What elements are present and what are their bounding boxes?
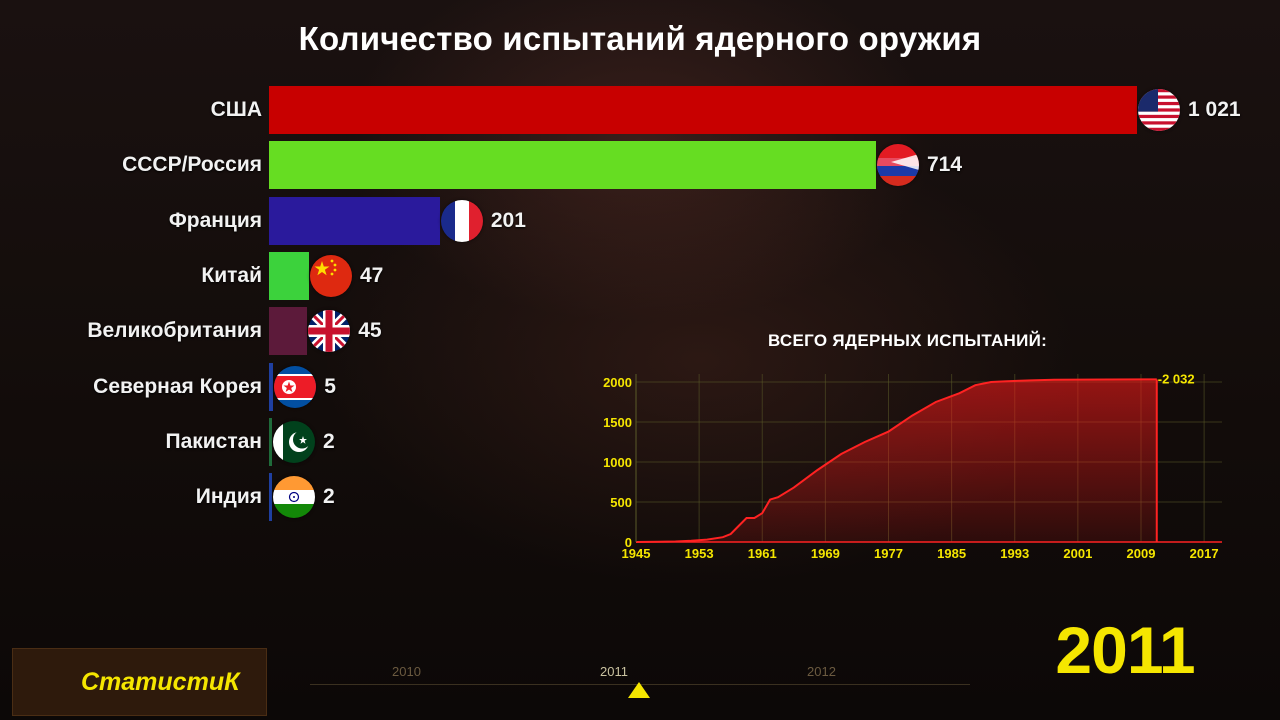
- brand-name: СтатистиК: [81, 668, 240, 696]
- cumulative-line: [635, 378, 1157, 543]
- y-tick-label: 1000: [603, 455, 632, 470]
- timeline-year-2012[interactable]: 2012: [807, 664, 836, 679]
- bar-row: Северная Корея 5: [0, 362, 1280, 411]
- end-value-label: -2 032: [1158, 371, 1195, 386]
- india-flag-icon: [273, 476, 315, 519]
- france-flag-icon: [440, 199, 483, 242]
- bar-value-label: 2: [323, 429, 335, 453]
- bar-label: СССР/Россия: [122, 153, 262, 177]
- inset-chart-title: ВСЕГО ЯДЕРНЫХ ИСПЫТАНИЙ:: [768, 331, 1048, 350]
- bar-row: Пакистан 2: [0, 417, 1280, 466]
- x-tick-label: 2009: [1127, 546, 1156, 561]
- bar: [269, 251, 309, 300]
- bar-value-label: 47: [359, 263, 384, 287]
- chart-title: Количество испытаний ядерного оружия: [298, 20, 982, 57]
- bar: [269, 473, 272, 522]
- y-tick-label: 0: [625, 535, 632, 550]
- bar-label: Китай: [201, 263, 262, 287]
- area-fill: [636, 379, 1157, 542]
- x-tick-label: 1969: [811, 546, 840, 561]
- bar-value-label: 2: [323, 485, 335, 509]
- bar-chart: США 1 021 СССР/Россия 714 Франция 201 Китай 47 В…: [0, 86, 1280, 522]
- bar-value-label: 714: [927, 153, 963, 177]
- x-tick-label: 1985: [937, 546, 966, 561]
- bar: [269, 196, 440, 245]
- bar: [269, 417, 272, 466]
- y-tick-label: 2000: [603, 375, 632, 390]
- x-tick-label: 2017: [1190, 546, 1219, 561]
- timeline[interactable]: 2010 2011 2012: [280, 660, 1000, 710]
- bar-row: США 1 021: [0, 86, 1280, 134]
- bar-row: СССР/Россия 714: [0, 141, 1280, 190]
- y-tick-label: 500: [610, 495, 632, 510]
- y-tick-label: 1500: [603, 415, 632, 430]
- x-tick-label: 1977: [874, 546, 903, 561]
- bar-row: Китай 47: [0, 251, 1280, 300]
- x-tick-label: 1993: [1000, 546, 1029, 561]
- bar: [269, 307, 308, 356]
- bar-label: Пакистан: [165, 429, 262, 453]
- x-tick-label: 1953: [685, 546, 714, 561]
- north-korea-flag-icon: [274, 365, 317, 408]
- timeline-year-2011[interactable]: 2011: [600, 664, 628, 679]
- x-tick-label: 2001: [1063, 546, 1092, 561]
- x-tick-label: 1945: [622, 546, 651, 561]
- bar-label: Франция: [168, 208, 262, 232]
- bar: [269, 362, 274, 411]
- bar-row: Франция 201: [0, 196, 1280, 245]
- cumulative-chart-svg: 1945 1953 1961 1969 1977 1985 1993 2001 2009 2017…: [603, 371, 1222, 561]
- bar: [269, 86, 1137, 134]
- bar-row: Индия 2: [0, 473, 1280, 522]
- bar-value-label: 1 021: [1188, 98, 1241, 121]
- brand-logo: СтатистиК: [12, 648, 267, 716]
- bar-label: Индия: [195, 485, 262, 509]
- timeline-marker-icon[interactable]: [628, 682, 650, 698]
- bar-label: Великобритания: [87, 319, 262, 343]
- russia-flag-icon: [877, 144, 919, 187]
- bar: [269, 141, 876, 190]
- bar-label: Северная Корея: [93, 374, 262, 398]
- china-flag-icon: [309, 254, 352, 297]
- bar-value-label: 201: [490, 208, 526, 232]
- bar-row: Великобритания 45: [0, 307, 1280, 356]
- bar-label: США: [210, 98, 262, 121]
- x-tick-label: 1961: [748, 546, 777, 561]
- uk-flag-icon: [308, 310, 351, 353]
- bar-value-label: 45: [358, 319, 382, 343]
- bar-value-label: 5: [324, 374, 336, 398]
- timeline-year-2010[interactable]: 2010: [392, 664, 421, 679]
- pakistan-flag-icon: [273, 420, 315, 463]
- cumulative-tests-chart: 1945 1953 1961 1969 1977 1985 1993 2001 2009 2017…: [590, 360, 1230, 585]
- current-year: 2011: [1055, 613, 1195, 687]
- usa-flag-icon: [1138, 89, 1180, 131]
